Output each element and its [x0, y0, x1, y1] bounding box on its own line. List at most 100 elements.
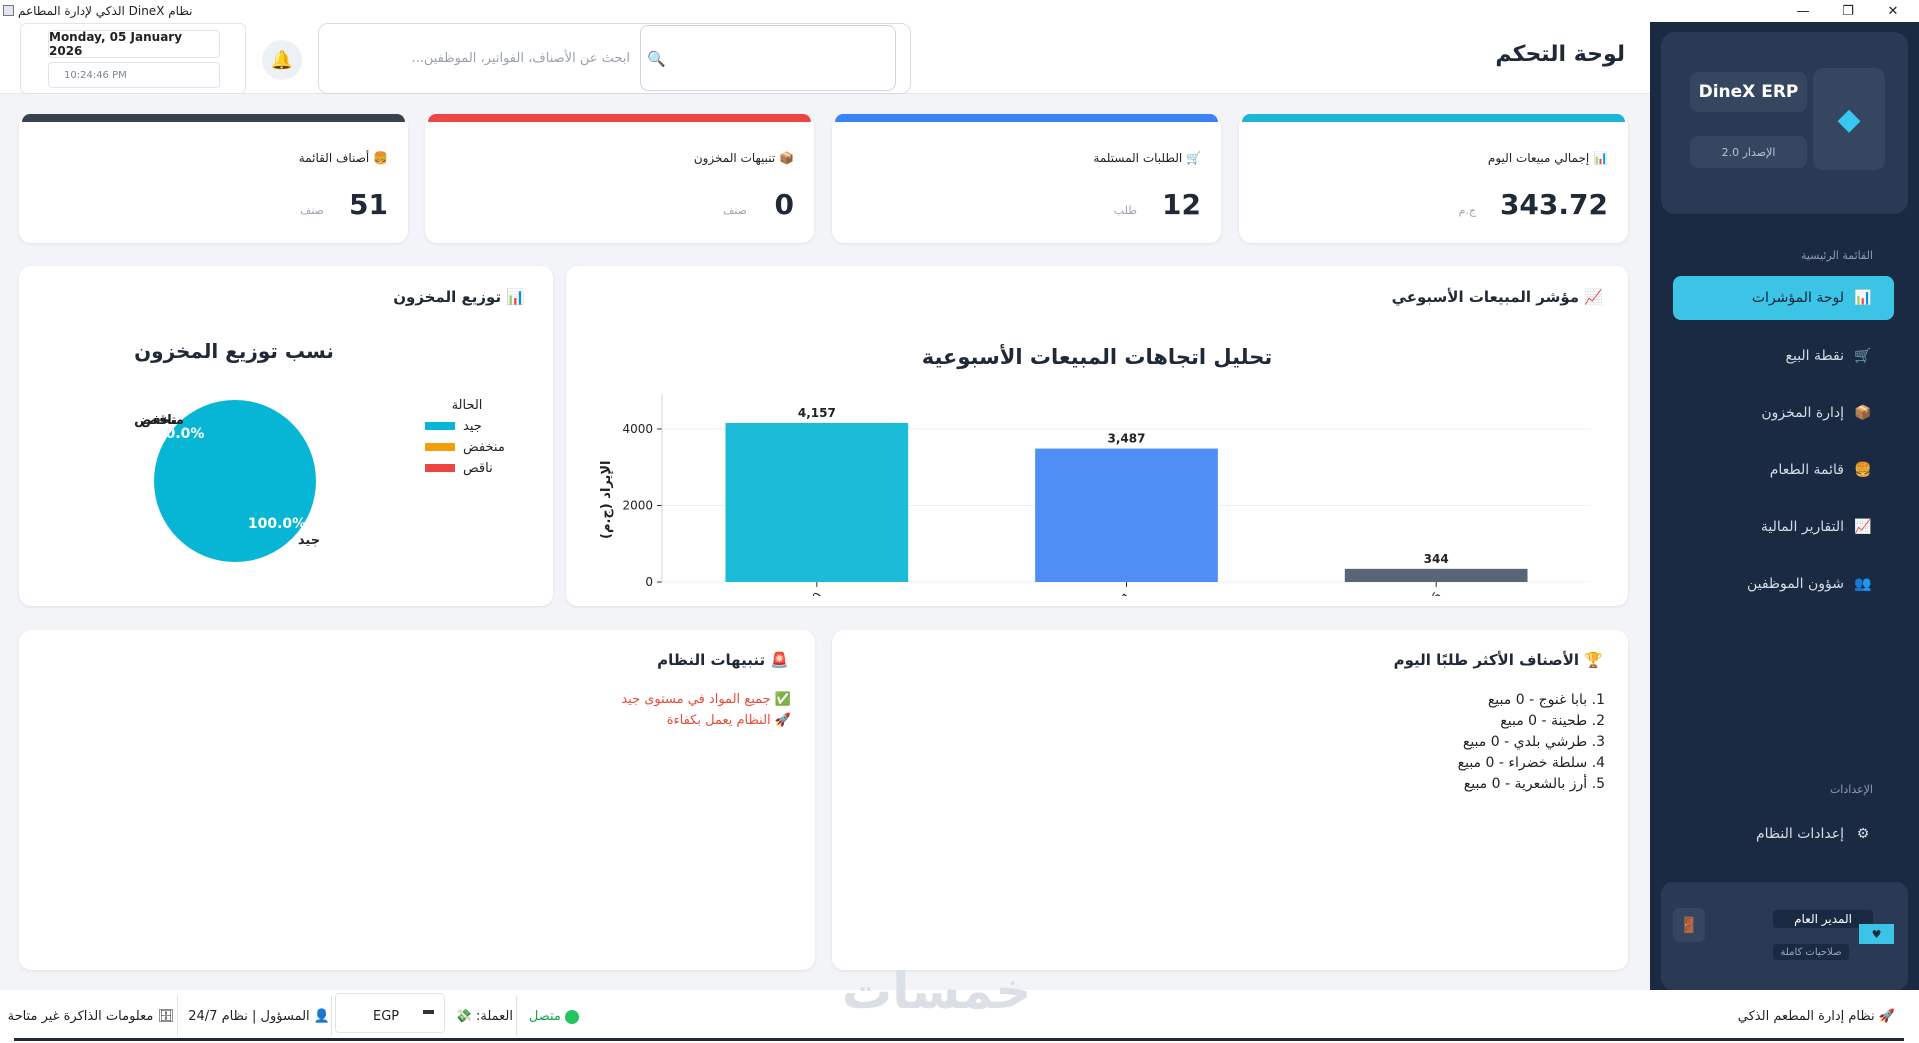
x-tick-label: 01-06	[1413, 590, 1444, 596]
search-input[interactable]	[640, 25, 896, 91]
x-tick-label: 12-30	[794, 590, 825, 596]
connection-status: متصل	[529, 1009, 579, 1024]
page-title: لوحة التحكم	[1495, 42, 1625, 67]
rocket-icon: 🚀	[1878, 1009, 1895, 1024]
legend-label: جيد	[463, 419, 482, 434]
sidebar-item-pos[interactable]: نقطة البيع 🛒	[1673, 334, 1894, 378]
box-icon: 📦	[779, 151, 794, 165]
stat-card-orders-received	[832, 114, 1221, 243]
system-alerts-panel	[19, 630, 815, 970]
y-tick-label: 4000	[622, 422, 653, 436]
alert-item: 🚀 النظام يعمل بكفاءة	[667, 713, 791, 728]
currency-label-text: العملة:	[475, 1009, 513, 1024]
diamond-icon: ◆	[1813, 68, 1885, 170]
legend-label: منخفض	[463, 440, 505, 455]
stat-unit: صنف	[722, 204, 747, 217]
weekly-sales-title: 📈 مؤشر المبيعات الأسبوعي	[1392, 288, 1603, 306]
trend-icon: 📈	[1854, 519, 1872, 535]
stat-title: 📦 تنبيهات المخزون	[694, 151, 794, 165]
pie-label: جيد	[298, 533, 320, 548]
statusbar	[0, 990, 1919, 1043]
legend-label: ناقص	[463, 461, 493, 476]
brand-name: DineX ERP	[1690, 72, 1807, 112]
y-tick-label: 2000	[622, 498, 653, 512]
pie-label: ناقص	[141, 413, 177, 428]
operator-info: 👤 المسؤول | نظام 24/7	[188, 1009, 330, 1024]
app-icon	[3, 5, 14, 16]
top-items-title-text: الأصناف الأكثر طلبًا اليوم	[1393, 651, 1580, 669]
rocket-icon: 🚀	[774, 713, 791, 728]
burger-icon: 🍔	[1854, 462, 1872, 478]
weekly-sales-title-text: مؤشر المبيعات الأسبوعي	[1391, 288, 1580, 306]
x-tick-label: 12-31	[1103, 590, 1134, 596]
top-items-panel	[832, 630, 1628, 970]
list-item: 2. طحينة - 0 مبيع	[1500, 713, 1605, 729]
y-axis-label: الإيراد (ج.م)	[599, 460, 614, 538]
sidebar-item-label: إعدادات النظام	[1755, 826, 1844, 842]
cart-icon: 🛒	[1854, 348, 1872, 364]
stat-value: 343.72	[1499, 188, 1608, 221]
chart-title: نسب توزيع المخزون	[134, 339, 334, 363]
stat-accent-bar	[1242, 114, 1625, 122]
list-item: 1. بابا غنوج - 0 مبيع	[1487, 692, 1605, 708]
alert-item: ✅ جميع المواد في مستوى جيد	[621, 692, 791, 707]
stat-card-menu-items	[19, 114, 408, 243]
memory-info: 🗄 معلومات الذاكرة غير متاحة	[8, 1009, 174, 1024]
current-time: 10:24:46 PM	[48, 62, 220, 88]
restore-icon[interactable]: ❐	[1842, 3, 1854, 19]
bar-12-30	[725, 422, 909, 582]
pie-pct-label: 100.0%	[248, 516, 306, 532]
currency-value: EGP	[373, 1009, 400, 1024]
chart-bar-icon: 📊	[506, 288, 525, 306]
alert-text: جميع المواد في مستوى جيد	[621, 692, 771, 707]
version-label: الإصدار 2.0	[1690, 136, 1807, 168]
statusbar-divider	[177, 996, 178, 1036]
sidebar-item-label: قائمة الطعام	[1769, 462, 1844, 478]
stat-accent-bar	[428, 114, 811, 122]
watermark: خمسات	[842, 962, 1032, 1020]
stat-card-today-sales	[1239, 114, 1628, 243]
bar-12-31	[1035, 448, 1218, 582]
stat-value: 0	[774, 188, 794, 221]
box-icon: 📦	[1854, 405, 1872, 421]
chart-title: تحليل اتجاهات المبيعات الأسبوعية	[922, 343, 1273, 369]
gear-icon: ⚙	[1856, 826, 1870, 842]
window-title: نظام DineX الذكي لإدارة المطاعم	[18, 4, 193, 18]
statusbar-divider	[331, 996, 332, 1036]
trophy-icon: 🏆	[1584, 651, 1603, 669]
datetime-box	[20, 23, 246, 94]
currency-label: العملة: 💸	[456, 1009, 513, 1024]
sidebar-item-settings[interactable]: إعدادات النظام ⚙	[1673, 812, 1894, 856]
statusbar-divider	[516, 996, 517, 1036]
chart-up-icon: 📈	[1584, 288, 1603, 306]
minimize-icon[interactable]: —	[1796, 3, 1810, 19]
pie-slice-0	[154, 400, 316, 562]
user-icon: 👤	[313, 1009, 330, 1024]
bar-value-label: 3,487	[1108, 432, 1146, 446]
bell-icon[interactable]: 🔔	[262, 40, 302, 80]
sidebar-item-employees[interactable]: شؤون الموظفين 👥	[1673, 562, 1894, 606]
sidebar-item-inventory[interactable]: إدارة المخزون 📦	[1673, 391, 1894, 435]
sidebar-item-reports[interactable]: التقارير المالية 📈	[1673, 505, 1894, 549]
bar-value-label: 344	[1424, 552, 1449, 566]
alert-text: النظام يعمل بكفاءة	[666, 713, 771, 728]
pie-pct-label: 0.0%	[166, 426, 205, 442]
bar-01-06	[1344, 568, 1528, 582]
statusbar-app-name-text: نظام إدارة المطعم الذكي	[1737, 1009, 1875, 1024]
user-avatar-icon: 🚪	[1673, 908, 1705, 942]
stat-value: 12	[1162, 188, 1201, 221]
list-item: 4. سلطة خضراء - 0 مبيع	[1457, 755, 1605, 771]
sidebar-item-label: نقطة البيع	[1785, 348, 1844, 364]
sidebar-item-menu[interactable]: قائمة الطعام 🍔	[1673, 448, 1894, 492]
inventory-title: 📊 توزيع المخزون	[393, 288, 525, 306]
chart-icon: 📊	[1854, 290, 1872, 306]
stat-value: 51	[349, 188, 388, 221]
system-alerts-title-text: تنبيهات النظام	[657, 651, 766, 669]
close-icon[interactable]: ✕	[1887, 3, 1899, 19]
legend-swatch	[425, 422, 455, 430]
stat-title-text: الطلبات المستلمة	[1093, 151, 1183, 165]
user-badge-icon: ♥	[1859, 924, 1894, 944]
memory-info-text: معلومات الذاكرة غير متاحة	[7, 1009, 154, 1024]
window-titlebar: نظام DineX الذكي لإدارة المطاعم — ❐ ✕	[0, 0, 1919, 22]
sidebar-item-dashboard[interactable]: لوحة المؤشرات 📊	[1673, 276, 1894, 320]
